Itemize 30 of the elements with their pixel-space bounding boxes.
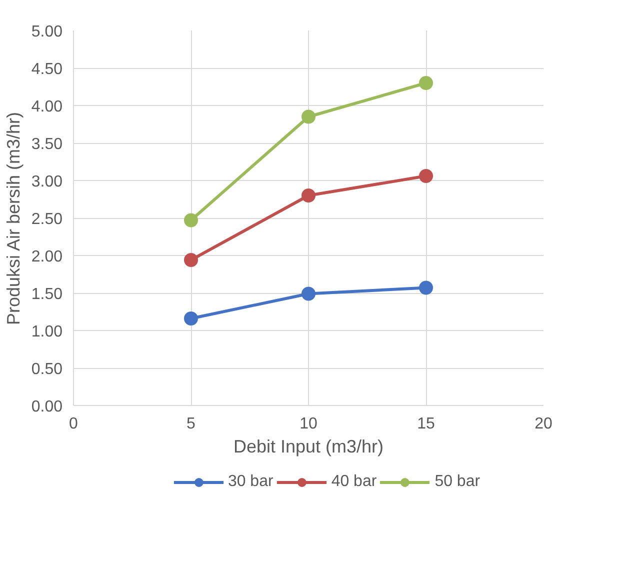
legend-label: 30 bar: [228, 472, 274, 490]
y-tick-label: 4.00: [31, 98, 63, 116]
point: [419, 76, 433, 90]
point: [302, 188, 316, 202]
x-tick-label: 0: [69, 416, 78, 432]
point: [184, 253, 198, 267]
y-tick-label: 1.50: [31, 286, 63, 303]
y-tick-label: 1.00: [31, 324, 63, 340]
x-tick-label: 5: [186, 416, 196, 432]
x-axis-title: Debit Input (m3/hr): [233, 436, 384, 456]
x-tick-label: 10: [300, 416, 318, 432]
point: [302, 110, 316, 124]
point: [184, 213, 198, 228]
x-tick-label: 15: [417, 416, 435, 432]
y-tick-label: 2.00: [31, 248, 63, 266]
y-tick-label: 3.00: [31, 174, 63, 190]
y-tick-label: 4.50: [31, 61, 63, 78]
x-tick-label: 20: [534, 416, 552, 432]
legend-label: 50 bar: [434, 472, 480, 490]
point: [302, 286, 316, 301]
y-tick-label: 0.50: [31, 361, 63, 378]
y-axis-title: Produksi Air bersih (m3/hr): [3, 112, 24, 326]
point: [419, 169, 433, 183]
y-tick-label: 2.50: [31, 211, 63, 228]
y-tick-label: 0.00: [31, 398, 63, 416]
y-tick-label: 3.50: [31, 136, 63, 153]
point: [184, 312, 198, 326]
legend-label: 40 bar: [331, 472, 377, 490]
point: [419, 280, 433, 295]
y-tick-label: 5.00: [31, 24, 63, 40]
